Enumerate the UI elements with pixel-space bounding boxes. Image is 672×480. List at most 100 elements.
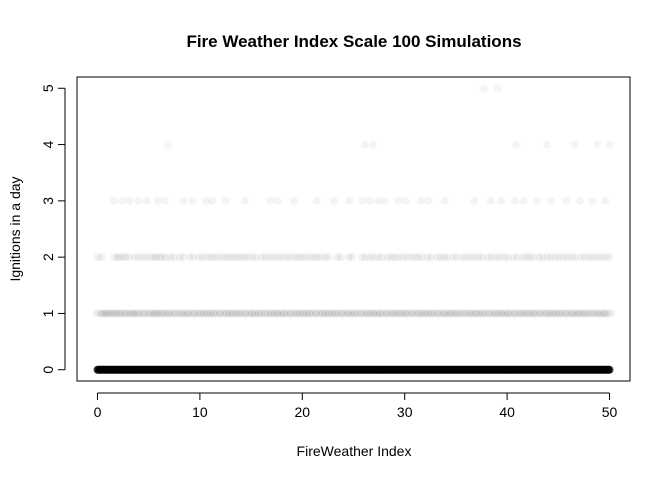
data-points — [92, 84, 616, 374]
data-point-y2 — [93, 253, 102, 262]
data-point-y1 — [555, 309, 564, 318]
data-point-y1 — [370, 309, 379, 318]
data-point-y2 — [170, 253, 179, 262]
data-point-y1 — [415, 309, 424, 318]
data-point-y3 — [532, 196, 541, 205]
data-point-y1 — [591, 309, 600, 318]
data-point-y1 — [282, 309, 291, 318]
data-point-y1 — [203, 309, 212, 318]
data-point-y3 — [125, 196, 134, 205]
data-point-y1 — [569, 309, 578, 318]
data-point-y1 — [430, 309, 439, 318]
y-axis: 0 1 2 3 4 5 — [40, 84, 66, 374]
data-point-y1 — [215, 309, 224, 318]
data-point-y1 — [433, 309, 442, 318]
data-point-y1 — [443, 309, 452, 318]
data-point-y1 — [369, 309, 378, 318]
data-point-y1 — [325, 309, 334, 318]
data-point-y1 — [128, 309, 137, 318]
data-point-y1 — [529, 309, 538, 318]
data-point-y1 — [375, 309, 384, 318]
x-tick-label: 40 — [499, 404, 515, 420]
data-point-y1 — [146, 309, 155, 318]
data-point-y1 — [219, 309, 228, 318]
data-point-y1 — [276, 309, 285, 318]
data-point-y1 — [164, 309, 173, 318]
data-point-y1 — [315, 309, 324, 318]
data-point-y3 — [374, 196, 383, 205]
data-point-y1 — [245, 309, 254, 318]
data-point-y2 — [509, 253, 518, 262]
data-point-y1 — [176, 309, 185, 318]
data-point-y3 — [109, 196, 118, 205]
data-point-y1 — [270, 309, 279, 318]
data-point-y1 — [546, 309, 555, 318]
data-point-y1 — [312, 309, 321, 318]
data-point-y1 — [449, 309, 458, 318]
data-point-y2 — [130, 253, 139, 262]
data-point-y1 — [147, 309, 156, 318]
data-point-y1 — [587, 309, 596, 318]
data-point-y1 — [363, 309, 372, 318]
data-point-y2 — [452, 253, 461, 262]
data-point-y1 — [554, 309, 563, 318]
data-point-y1 — [151, 309, 160, 318]
data-point-y1 — [302, 309, 311, 318]
data-point-y2 — [203, 253, 212, 262]
data-point-y1 — [121, 309, 130, 318]
data-point-y2 — [155, 253, 164, 262]
data-point-y2 — [410, 253, 419, 262]
data-point-y1 — [523, 309, 532, 318]
data-point-y2 — [597, 253, 606, 262]
data-point-y1 — [600, 309, 609, 318]
y-tick-label: 0 — [40, 366, 56, 374]
data-point-y2 — [218, 253, 227, 262]
data-point-y1 — [212, 309, 221, 318]
data-point-y2 — [152, 253, 161, 262]
data-point-y1 — [456, 309, 465, 318]
data-point-y1 — [414, 309, 423, 318]
data-point-y1 — [366, 309, 375, 318]
data-point-y1 — [408, 309, 417, 318]
data-point-y1 — [202, 309, 211, 318]
data-point-y2 — [277, 253, 286, 262]
data-point-y1 — [208, 309, 217, 318]
data-point-y1 — [539, 309, 548, 318]
data-point-y1 — [267, 309, 276, 318]
data-point-y1 — [132, 309, 141, 318]
data-point-y1 — [536, 309, 545, 318]
data-point-y3 — [486, 196, 495, 205]
data-point-y1 — [389, 309, 398, 318]
data-point-y1 — [453, 309, 462, 318]
data-point-y1 — [510, 309, 519, 318]
data-point-y2 — [588, 253, 597, 262]
data-point-y1 — [516, 309, 525, 318]
data-point-y2 — [518, 253, 527, 262]
data-point-y1 — [498, 309, 507, 318]
data-point-y2 — [229, 253, 238, 262]
data-point-y1 — [247, 309, 256, 318]
data-point-y3 — [365, 196, 374, 205]
data-point-y2 — [265, 253, 274, 262]
data-point-y3 — [208, 196, 217, 205]
data-point-y2 — [492, 253, 501, 262]
data-point-y2 — [543, 253, 552, 262]
data-point-y1 — [501, 309, 510, 318]
data-point-y4 — [512, 140, 521, 149]
data-point-y2 — [377, 253, 386, 262]
data-point-y1 — [114, 309, 123, 318]
data-point-y1 — [341, 309, 350, 318]
data-point-y3 — [588, 196, 597, 205]
data-point-y1 — [479, 309, 488, 318]
data-point-y1 — [228, 309, 237, 318]
data-point-y1 — [395, 309, 404, 318]
data-point-y1 — [452, 309, 461, 318]
data-point-y1 — [386, 309, 395, 318]
data-point-y1 — [599, 309, 608, 318]
data-point-y4 — [164, 140, 173, 149]
data-point-y2 — [555, 253, 564, 262]
data-point-y1 — [125, 309, 134, 318]
data-point-y3 — [161, 196, 170, 205]
data-point-y2 — [150, 253, 159, 262]
